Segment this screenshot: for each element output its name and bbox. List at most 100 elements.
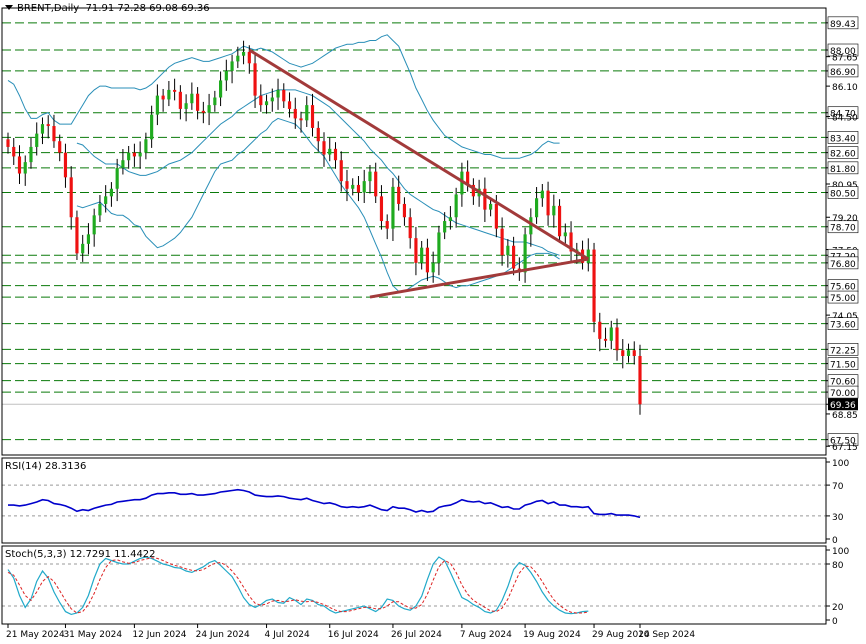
- candle-body: [489, 203, 493, 210]
- candle-body: [420, 247, 424, 263]
- candle-body: [109, 188, 113, 197]
- candle-body: [86, 234, 91, 244]
- candle-body: [115, 167, 119, 189]
- candle-body: [264, 101, 269, 106]
- candle-body: [333, 148, 338, 161]
- candle-body: [557, 205, 562, 237]
- price-level-box: [827, 357, 859, 370]
- date-tick-label: 7 Aug 2024: [460, 630, 512, 640]
- candle-body: [512, 245, 516, 269]
- candle-body: [259, 95, 263, 106]
- candle-body: [328, 148, 332, 155]
- candle-body: [276, 89, 280, 98]
- price-tick-label: 86.10: [832, 83, 858, 93]
- date-tick-label: 29 Aug 2024: [592, 630, 650, 640]
- candle-body: [173, 89, 177, 92]
- candle-body: [466, 171, 470, 185]
- stoch-tick-label: 0: [832, 617, 838, 627]
- price-level-box: [827, 64, 859, 78]
- candle-body: [293, 108, 297, 119]
- price-tick-label: 70.60: [830, 378, 856, 388]
- rsi-panel: [2, 484, 826, 519]
- price-level-box: [827, 16, 859, 30]
- candle-body: [615, 327, 619, 351]
- candle-body: [506, 245, 510, 256]
- candle-body: [569, 232, 573, 252]
- price-level-box: [827, 256, 859, 270]
- price-level-box: [827, 106, 859, 120]
- ohlc-values: 71.91 72.28 69.08 69.36: [85, 3, 210, 14]
- candle-body: [500, 228, 504, 256]
- candle-body: [35, 133, 39, 147]
- date-tick-label: 19 Aug 2024: [523, 630, 581, 640]
- candle-body: [69, 177, 73, 218]
- stoch-panel: [2, 556, 826, 616]
- candle-body: [92, 215, 96, 235]
- candle-body: [144, 139, 148, 153]
- candle-body: [167, 89, 171, 100]
- middle-band-line: [76, 89, 560, 256]
- candle-body: [552, 205, 556, 216]
- rsi-tick-label: 0: [832, 536, 838, 546]
- dropdown-triangle-icon[interactable]: [5, 5, 13, 10]
- rsi-label: RSI(14) 28.3136: [5, 461, 87, 472]
- stoch-main-line: [7, 556, 589, 616]
- price-level-box: [827, 433, 859, 446]
- candle-body: [207, 105, 211, 113]
- candle-body: [374, 171, 378, 197]
- candle-body: [23, 162, 27, 174]
- candle-body: [431, 262, 435, 273]
- candle-body: [310, 105, 315, 128]
- price-level-box: [827, 43, 859, 57]
- date-tick-label: 4 Jul 2024: [265, 630, 310, 640]
- candle-body: [437, 232, 441, 263]
- price-tick-label: 75.60: [830, 283, 856, 293]
- rsi-tick-label: 70: [832, 482, 844, 492]
- candle-body: [471, 184, 475, 197]
- candle-body: [362, 181, 366, 193]
- price-tick-label: 78.70: [830, 224, 856, 234]
- price-tick-label: 73.60: [830, 321, 856, 331]
- candle-body: [46, 124, 50, 127]
- date-tick-label: 21 May 2024: [6, 630, 65, 640]
- candle-body: [448, 217, 452, 222]
- rsi-tick-label: 100: [832, 459, 849, 469]
- chart-header: BRENT,Daily 71.91 72.28 69.08 69.36: [5, 3, 210, 14]
- candle-body: [299, 118, 303, 121]
- candle-body: [213, 97, 217, 106]
- price-tick-label: 81.80: [830, 165, 856, 175]
- candle-body: [121, 160, 125, 168]
- candle-body: [339, 160, 343, 182]
- candle-body: [104, 196, 108, 204]
- date-tick-label: 31 May 2024: [63, 630, 122, 640]
- rsi-tick-label: 30: [832, 513, 844, 523]
- price-tick-label: 67.15: [832, 443, 858, 453]
- candle-body: [460, 171, 464, 195]
- candle-body: [40, 124, 45, 134]
- price-level-box: [827, 385, 859, 399]
- candle-body: [305, 105, 309, 121]
- main-price-panel: [2, 22, 826, 441]
- candle-body: [58, 141, 62, 153]
- price-level-box: [827, 186, 859, 199]
- price-tick-label: 82.60: [830, 150, 856, 160]
- stoch-signal-line: [7, 557, 589, 614]
- candle-body: [638, 355, 642, 405]
- price-tick-label: 68.85: [832, 411, 858, 421]
- price-tick-label: 79.20: [832, 214, 858, 224]
- candle-body: [29, 146, 33, 163]
- rsi-line: [8, 488, 641, 519]
- candle-body: [98, 203, 102, 216]
- price-tick-label: 75.00: [830, 294, 856, 304]
- candle-body: [408, 217, 412, 239]
- price-tick-label: 87.65: [832, 54, 858, 64]
- candle-body: [425, 247, 429, 273]
- candle-body: [6, 139, 10, 147]
- candle-body: [379, 196, 384, 222]
- candle-body: [316, 127, 320, 142]
- price-tick-label: 70.00: [830, 389, 856, 399]
- stoch-label: Stoch(5,3,3) 12.7291 11.4422: [5, 549, 156, 560]
- candle-body: [178, 91, 182, 109]
- candle-body: [592, 249, 596, 322]
